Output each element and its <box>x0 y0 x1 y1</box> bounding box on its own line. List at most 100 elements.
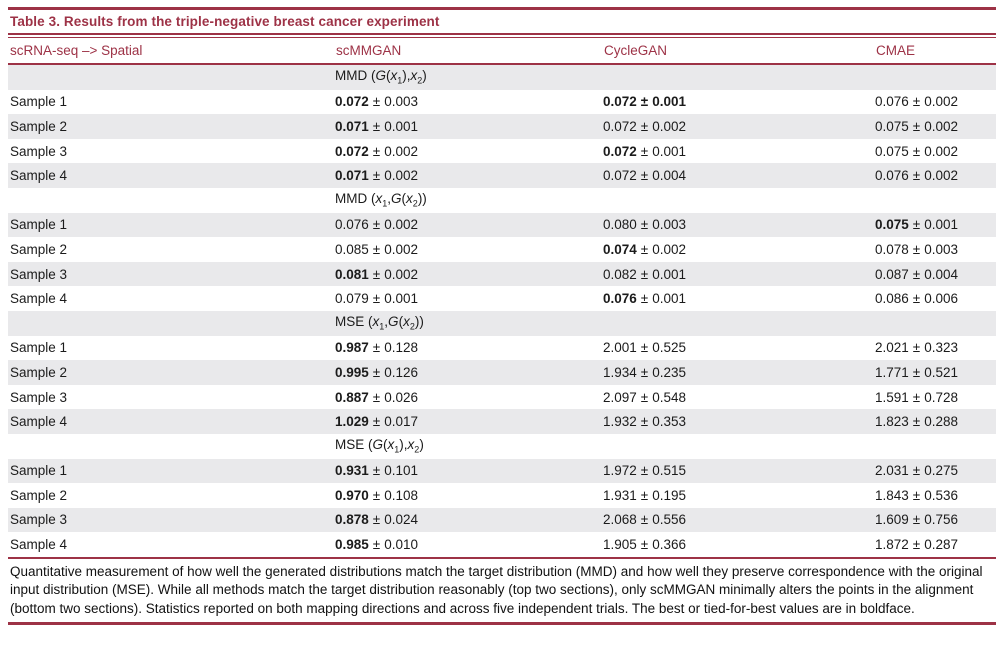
plus-minus: ± <box>372 291 381 307</box>
section-header-row: MMD (G(x1),x2) <box>8 65 997 90</box>
table-row: Sample 3 0.072 ±0.002 0.072 ±0.001 0.075 ±0… <box>8 139 996 164</box>
plus-minus: ± <box>640 217 649 233</box>
plus-minus: ± <box>640 143 649 159</box>
plus-minus: ± <box>372 118 381 134</box>
empty-cell <box>8 65 335 90</box>
table-row: Sample 2 0.970 ±0.108 1.931 ±0.195 1.843 ±0… <box>8 483 996 508</box>
sample-label: Sample 4 <box>10 168 68 184</box>
section-header-row: MMD (x1,G(x2)) <box>8 188 996 213</box>
value-cell-cmae: 1.609 ±0.756 <box>875 512 959 528</box>
value-cell-scmmgan: 0.071 ±0.001 <box>335 118 419 134</box>
table-row: Sample 2 0.071 ±0.001 0.072 ±0.002 0.075 ±0… <box>8 114 997 139</box>
table-row: Sample 1 0.931 ±0.101 1.972 ±0.515 2.031 ±0… <box>8 458 997 484</box>
value-cell-cyclegan: 1.972 ±0.515 <box>603 463 687 479</box>
plus-minus: ± <box>372 266 381 282</box>
table-row: Sample 1 0.076 ±0.002 0.080 ±0.003 0.075 ±0… <box>8 212 997 238</box>
column-header-cmae: CMAE <box>876 43 916 58</box>
value-cell-cyclegan: 2.097 ±0.548 <box>603 389 687 405</box>
value-cell-cmae: 1.823 ±0.288 <box>875 414 959 430</box>
value-cell-cmae: 1.771 ±0.521 <box>875 364 959 380</box>
table-row: Sample 1 0.987 ±0.128 2.001 ±0.525 2.021 ±0… <box>8 336 996 361</box>
plus-minus: ± <box>372 537 381 553</box>
plus-minus: ± <box>372 463 381 479</box>
value-cell-cyclegan: 1.934 ±0.235 <box>603 364 687 380</box>
value-cell-cmae: 0.087 ±0.004 <box>875 266 959 282</box>
table-row: Sample 4 0.079 ±0.001 0.076 ±0.001 0.086 ±0… <box>8 286 996 311</box>
plus-minus: ± <box>372 217 381 233</box>
plus-minus: ± <box>912 487 921 503</box>
sample-label: Sample 3 <box>10 143 68 159</box>
value-cell-scmmgan: 0.072 ±0.003 <box>335 94 419 110</box>
value-cell-scmmgan: 0.071 ±0.002 <box>335 168 419 184</box>
plus-minus: ± <box>912 118 921 134</box>
table-row: Sample 1 0.072 ±0.003 0.072 ±0.001 0.076 ±0… <box>8 90 996 115</box>
header-divider <box>8 63 996 65</box>
sample-label: Sample 1 <box>10 217 68 233</box>
sample-label: Sample 1 <box>10 340 68 356</box>
value-cell-scmmgan: 0.987 ±0.128 <box>335 340 419 356</box>
plus-minus: ± <box>912 94 921 110</box>
value-cell-scmmgan: 0.878 ±0.024 <box>335 512 419 528</box>
value-cell-cmae: 2.021 ±0.323 <box>875 340 959 356</box>
value-cell-cmae: 1.843 ±0.536 <box>875 487 959 503</box>
value-cell-scmmgan: 0.072 ±0.002 <box>335 143 419 159</box>
column-header-cyclegan: CycleGAN <box>604 43 668 58</box>
sample-label: Sample 2 <box>10 487 68 503</box>
table-row: Sample 3 0.081 ±0.002 0.082 ±0.001 0.087 ±0… <box>8 261 997 287</box>
value-cell-cmae: 0.075 ±0.002 <box>875 143 959 159</box>
plus-minus: ± <box>912 512 921 528</box>
plus-minus: ± <box>912 217 921 233</box>
table-caption: Quantitative measurement of how well the… <box>10 563 983 616</box>
table-container: Table 3. Results from the triple-negativ… <box>8 7 997 626</box>
empty-cell <box>8 434 335 459</box>
plus-minus: ± <box>372 364 381 380</box>
value-cell-cyclegan: 1.932 ±0.353 <box>603 414 687 430</box>
value-cell-cmae: 2.031 ±0.275 <box>875 463 959 479</box>
plus-minus: ± <box>912 340 921 356</box>
plus-minus: ± <box>640 94 649 110</box>
plus-minus: ± <box>640 168 649 184</box>
section-header-row: MSE (x1,G(x2)) <box>8 310 997 336</box>
plus-minus: ± <box>912 537 921 553</box>
sample-label: Sample 1 <box>10 94 68 110</box>
value-cell-scmmgan: 0.995 ±0.126 <box>335 364 419 380</box>
plus-minus: ± <box>912 389 921 405</box>
title-divider <box>8 33 996 38</box>
plus-minus: ± <box>640 463 649 479</box>
bottom-rule <box>8 622 996 626</box>
plus-minus: ± <box>372 340 381 356</box>
body-bottom-divider <box>8 556 996 559</box>
plus-minus: ± <box>640 340 649 356</box>
value-cell-cyclegan: 0.072 ±0.002 <box>603 118 687 134</box>
plus-minus: ± <box>372 389 381 405</box>
table-title: Table 3. Results from the triple-negativ… <box>10 14 440 29</box>
table-row: Sample 4 0.071 ±0.002 0.072 ±0.004 0.076 ±0… <box>8 163 997 188</box>
section-metric-label: MSE (x1,G(x2)) <box>335 314 424 333</box>
section-metric-label: MSE (G(x1),x2) <box>335 437 424 456</box>
sample-label: Sample 3 <box>10 389 68 405</box>
value-cell-cyclegan: 0.072 ±0.004 <box>603 168 687 184</box>
plus-minus: ± <box>372 512 381 528</box>
column-header-source: scRNA-seq –> Spatial <box>10 43 143 58</box>
plus-minus: ± <box>640 266 649 282</box>
value-cell-cyclegan: 0.072 ±0.001 <box>603 143 687 159</box>
table-row: Sample 3 0.878 ±0.024 2.068 ±0.556 1.609 ±0… <box>8 507 997 533</box>
value-cell-scmmgan: 0.887 ±0.026 <box>335 389 419 405</box>
plus-minus: ± <box>640 487 649 503</box>
plus-minus: ± <box>372 241 381 257</box>
value-cell-cyclegan: 0.072 ±0.001 <box>603 94 687 110</box>
value-cell-scmmgan: 0.985 ±0.010 <box>335 537 419 553</box>
sample-label: Sample 2 <box>10 118 68 134</box>
plus-minus: ± <box>640 241 649 257</box>
sample-label: Sample 2 <box>10 364 68 380</box>
section-metric-label: MMD (x1,G(x2)) <box>335 191 427 210</box>
value-cell-cmae: 0.078 ±0.003 <box>875 241 959 257</box>
value-cell-cmae: 0.075 ±0.001 <box>875 217 959 233</box>
sample-label: Sample 4 <box>10 291 68 307</box>
plus-minus: ± <box>640 512 649 528</box>
table-row: Sample 4 1.029 ±0.017 1.932 ±0.353 1.823 ±0… <box>8 409 997 434</box>
value-cell-cmae: 0.086 ±0.006 <box>875 291 959 307</box>
value-cell-cyclegan: 0.080 ±0.003 <box>603 217 687 233</box>
value-cell-cyclegan: 0.074 ±0.002 <box>603 241 687 257</box>
results-table: scRNA-seq –> Spatial scMMGAN CycleGAN CM… <box>8 38 996 63</box>
